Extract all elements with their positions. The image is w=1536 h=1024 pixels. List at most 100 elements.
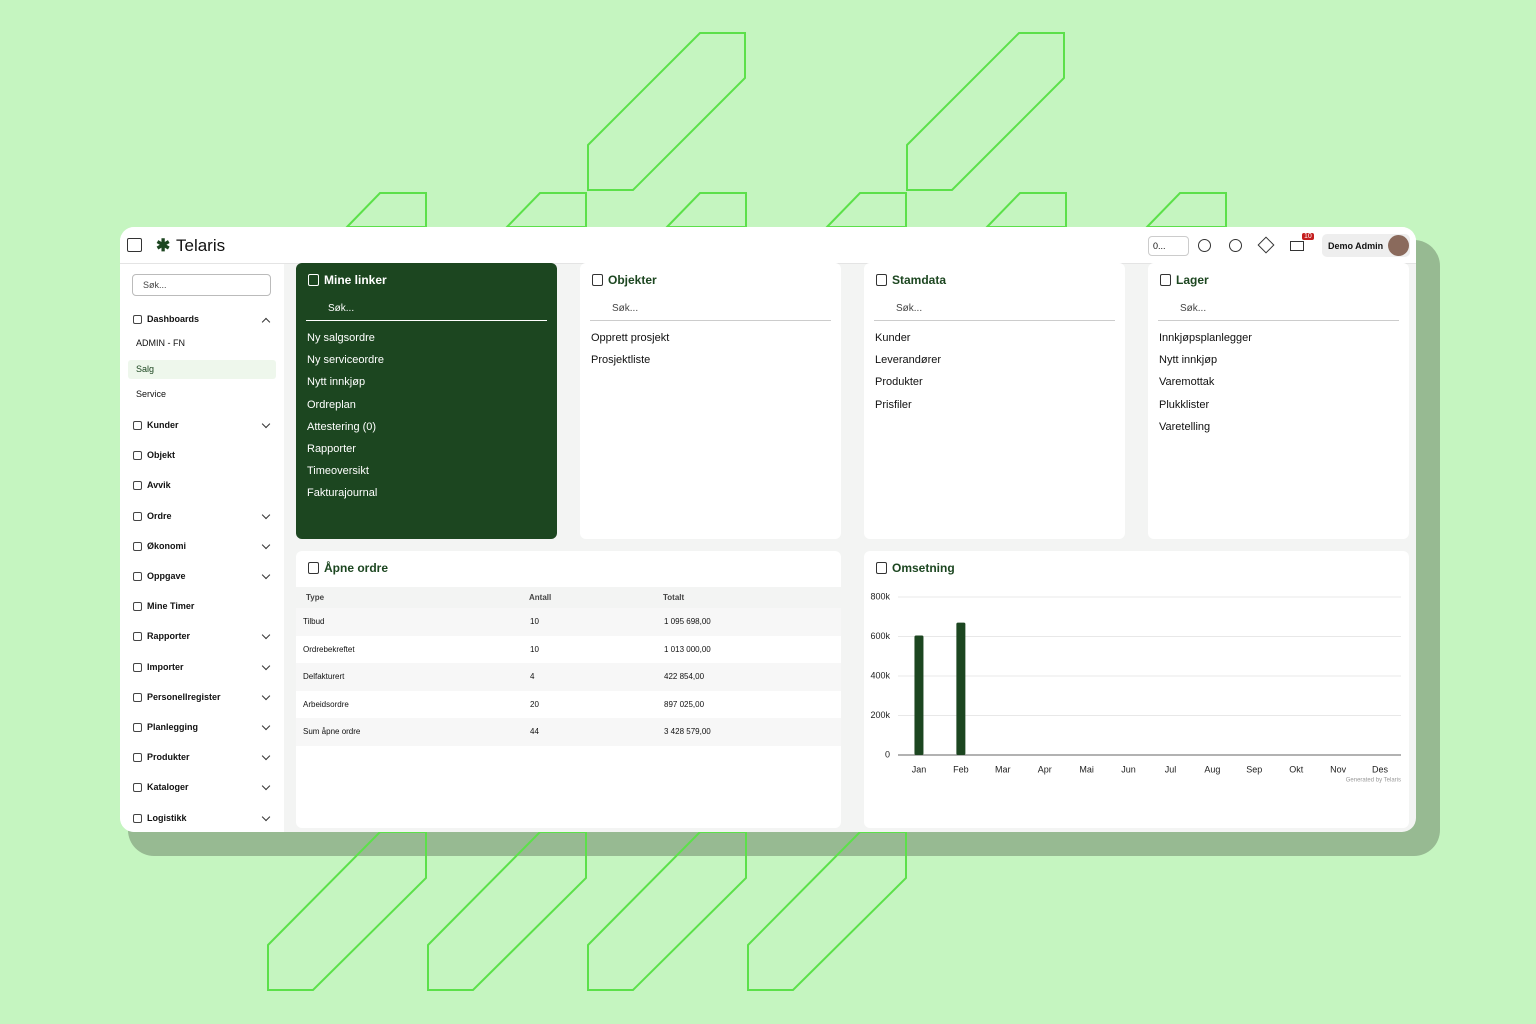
orders-card: Åpne ordre Type Antall Totalt Tilbud 10 1 095… [296, 551, 841, 828]
nav-item[interactable]: Personellregister [147, 691, 221, 702]
x-tick-label: Apr [1038, 764, 1052, 774]
icon [133, 572, 142, 581]
nav-item[interactable]: Produkter [147, 752, 190, 763]
icon [308, 562, 319, 574]
icon [133, 692, 142, 702]
link[interactable]: Innkjøpsplanlegger [1159, 332, 1252, 344]
icon [133, 632, 142, 642]
x-tick-label: Okt [1289, 764, 1304, 774]
tag-icon[interactable] [1257, 236, 1275, 254]
chev [261, 540, 271, 550]
company-select[interactable]: 0... [1148, 236, 1189, 256]
icon [133, 783, 142, 793]
user-name: Demo Admin [1328, 241, 1384, 251]
nav-item[interactable]: Logistikk [147, 812, 187, 823]
user-menu[interactable]: Demo Admin [1322, 234, 1410, 257]
link[interactable]: Prisfiler [875, 398, 912, 411]
chev [261, 751, 271, 761]
link[interactable]: Opprett prosjekt [591, 332, 670, 344]
nav-item[interactable]: Økonomi [147, 540, 187, 551]
x-tick-label: Nov [1330, 764, 1347, 774]
link[interactable]: Varetelling [1159, 420, 1211, 433]
link[interactable]: Plukklister [1159, 398, 1210, 411]
icon [876, 274, 887, 286]
icon [308, 274, 319, 286]
table-cell: Arbeidsordre [303, 699, 349, 709]
card: Stamdata Søk... Kunder Leverandører Produkte… [864, 263, 1125, 539]
nav-item[interactable]: Avvik [147, 480, 171, 491]
active-highlight [128, 360, 276, 379]
column-header: Antall [529, 593, 552, 602]
link[interactable]: Ny salgsordre [307, 332, 375, 344]
x-tick-label: Feb [953, 764, 969, 774]
icon [1160, 274, 1171, 286]
x-tick-label: Mai [1079, 764, 1094, 774]
chart-title: Omsetning [892, 561, 955, 575]
icon [133, 541, 142, 551]
nav-item[interactable]: Ordre [147, 510, 172, 521]
link[interactable]: Fakturajournal [307, 487, 378, 500]
icon [133, 315, 142, 324]
bar [956, 622, 966, 755]
table-row [296, 635, 841, 663]
link[interactable]: Leverandører [875, 354, 942, 367]
chart-card: Omsetning 0 200k 400k 600k 800k Jan Feb Mar Apr M… [864, 551, 1409, 828]
link[interactable]: Kunder [875, 332, 911, 344]
link[interactable]: Produkter [875, 376, 923, 389]
nav-item[interactable]: Kunder [147, 420, 179, 430]
link[interactable]: Varemottak [1159, 376, 1215, 389]
card-search[interactable]: Søk... [1158, 299, 1399, 321]
nav-subitem[interactable]: Salg [136, 364, 155, 374]
mail-badge: 10 [1302, 233, 1314, 240]
chev [261, 661, 271, 670]
history-icon[interactable] [1229, 239, 1242, 252]
nav-item[interactable]: Oppgave [147, 571, 186, 581]
chev [261, 721, 271, 731]
card-title: Stamdata [892, 273, 947, 287]
nav-item[interactable]: Mine Timer [147, 601, 195, 612]
table-row [296, 663, 841, 691]
card-title: Lager [1176, 273, 1209, 287]
link[interactable]: Ny serviceordre [307, 354, 385, 367]
nav-subitem[interactable]: ADMIN - FN [136, 338, 185, 348]
y-tick-label: 400k [870, 670, 890, 680]
x-tick-label: Mar [995, 764, 1011, 774]
nav-item[interactable]: Kataloger [147, 782, 189, 793]
nav-item[interactable]: Rapporter [147, 631, 191, 642]
table-row [296, 690, 841, 718]
card-search[interactable]: Søk... [590, 299, 831, 321]
icon [133, 511, 142, 521]
link[interactable]: Attestering (0) [307, 420, 377, 433]
table-cell: 422 854,00 [664, 672, 705, 681]
link[interactable]: Rapporter [307, 443, 356, 455]
x-tick-label: Des [1372, 764, 1389, 774]
logo-mark: ✱ [156, 236, 171, 255]
link[interactable]: Timeoversikt [307, 465, 369, 478]
link[interactable]: Nytt innkjøp [1159, 354, 1218, 367]
chev [261, 317, 271, 327]
table-cell: Ordrebekreftet [303, 644, 355, 654]
table-row [296, 718, 841, 746]
table-header [296, 587, 841, 608]
nav-subitem[interactable]: Service [136, 389, 167, 399]
link[interactable]: Nytt innkjøp [307, 376, 366, 389]
link[interactable]: Ordreplan [307, 398, 356, 411]
card-search[interactable]: Søk... [874, 299, 1115, 321]
link[interactable]: Prosjektliste [591, 354, 651, 367]
card-search[interactable]: Søk... [306, 299, 547, 321]
x-tick-label: Sep [1246, 764, 1262, 774]
chev [261, 631, 271, 640]
nav-item[interactable]: Objekt [147, 450, 176, 461]
y-tick-label: 200k [870, 710, 890, 720]
nav-item[interactable]: Dashboards [147, 314, 200, 324]
nav-item[interactable]: Planlegging [147, 722, 199, 732]
help-icon[interactable] [1198, 239, 1211, 252]
sidebar-toggle[interactable] [127, 238, 142, 252]
nav-item[interactable]: Importer [147, 661, 184, 672]
mail-icon[interactable] [1290, 241, 1304, 251]
sidebar-search[interactable]: Søk... [132, 274, 271, 296]
icon [133, 723, 142, 732]
card: Lager Søk... Innkjøpsplanlegger Nytt innkjø… [1148, 263, 1409, 539]
x-tick-label: Jun [1121, 764, 1136, 774]
